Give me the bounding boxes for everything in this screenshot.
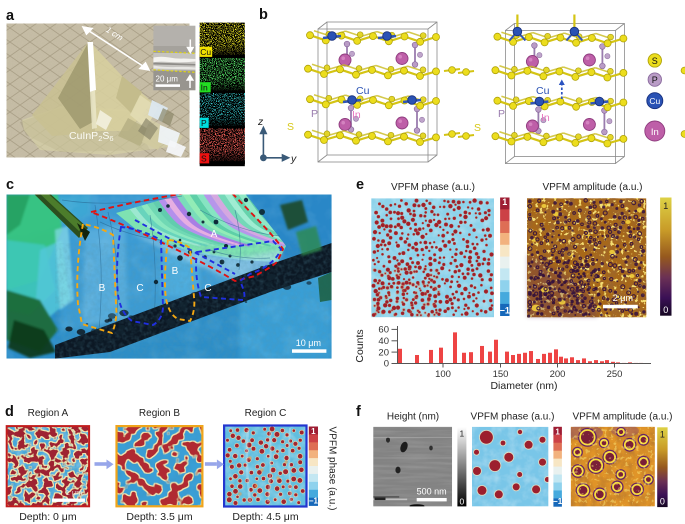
svg-text:Depth: 0 μm: Depth: 0 μm xyxy=(19,511,77,523)
svg-text:250: 250 xyxy=(607,369,623,380)
svg-text:1: 1 xyxy=(311,427,316,436)
svg-text:P: P xyxy=(498,108,505,120)
svg-text:VPFM amplitude (a.u.): VPFM amplitude (a.u.) xyxy=(572,412,672,423)
svg-text:Region A: Region A xyxy=(28,408,69,419)
svg-text:VPFM phase (a.u.): VPFM phase (a.u.) xyxy=(471,412,555,423)
svg-text:CuInP2S6: CuInP2S6 xyxy=(69,130,114,143)
svg-text:A: A xyxy=(211,229,218,240)
svg-text:S: S xyxy=(474,122,481,134)
svg-text:500 nm: 500 nm xyxy=(417,486,447,496)
svg-text:VPFM phase (a.u.): VPFM phase (a.u.) xyxy=(391,182,475,193)
svg-text:20 μm: 20 μm xyxy=(156,75,179,84)
svg-text:In: In xyxy=(541,112,550,124)
svg-text:60: 60 xyxy=(378,325,389,336)
svg-text:1: 1 xyxy=(663,201,668,211)
svg-text:Depth: 3.5 μm: Depth: 3.5 μm xyxy=(126,511,192,523)
svg-text:1 μm: 1 μm xyxy=(66,488,83,497)
svg-text:In: In xyxy=(352,109,361,121)
svg-text:Cu: Cu xyxy=(536,85,550,97)
svg-text:100: 100 xyxy=(435,369,451,380)
svg-text:VPFM amplitude (a.u.): VPFM amplitude (a.u.) xyxy=(542,182,642,193)
svg-text:1: 1 xyxy=(460,429,465,439)
svg-text:Cu: Cu xyxy=(649,96,660,106)
svg-text:e: e xyxy=(356,177,364,193)
svg-text:0: 0 xyxy=(660,497,665,507)
svg-text:f: f xyxy=(356,404,361,420)
svg-text:z: z xyxy=(257,116,264,128)
svg-text:200: 200 xyxy=(550,369,566,380)
svg-text:Diameter (nm): Diameter (nm) xyxy=(490,380,557,392)
svg-text:−1: −1 xyxy=(309,496,319,505)
svg-text:−1: −1 xyxy=(500,306,510,316)
svg-text:−1: −1 xyxy=(553,497,563,506)
svg-text:2 μm: 2 μm xyxy=(613,293,633,303)
svg-text:C: C xyxy=(136,283,143,294)
svg-text:20: 20 xyxy=(378,347,389,358)
svg-text:d: d xyxy=(5,404,14,420)
svg-text:VPFM phase (a.u.): VPFM phase (a.u.) xyxy=(327,427,338,511)
svg-text:In: In xyxy=(201,83,208,93)
svg-text:Height (nm): Height (nm) xyxy=(387,412,439,423)
svg-text:y: y xyxy=(290,153,297,165)
svg-text:P: P xyxy=(652,75,658,85)
svg-text:c: c xyxy=(6,177,14,193)
svg-text:150: 150 xyxy=(493,369,509,380)
svg-text:Region C: Region C xyxy=(245,408,287,419)
svg-text:S: S xyxy=(201,154,207,164)
svg-text:Counts: Counts xyxy=(354,329,366,362)
svg-text:Cu: Cu xyxy=(356,85,370,97)
svg-text:P: P xyxy=(201,118,207,128)
svg-text:10 μm: 10 μm xyxy=(296,338,321,348)
svg-text:Region B: Region B xyxy=(139,408,180,419)
svg-text:0: 0 xyxy=(663,305,668,315)
svg-text:Depth: 4.5 μm: Depth: 4.5 μm xyxy=(232,511,298,523)
svg-text:P: P xyxy=(311,108,318,120)
svg-text:0: 0 xyxy=(460,497,465,507)
svg-text:Cu: Cu xyxy=(200,47,211,57)
svg-text:1: 1 xyxy=(660,430,665,440)
svg-text:C: C xyxy=(204,283,211,294)
svg-text:b: b xyxy=(259,7,268,23)
svg-text:B: B xyxy=(99,283,106,294)
svg-text:In: In xyxy=(651,127,659,138)
svg-text:1: 1 xyxy=(555,427,560,436)
svg-text:S: S xyxy=(287,121,294,133)
svg-text:a: a xyxy=(6,8,15,24)
svg-text:40: 40 xyxy=(378,336,389,347)
svg-text:1: 1 xyxy=(502,197,507,207)
svg-text:S: S xyxy=(652,56,658,66)
svg-text:0: 0 xyxy=(384,359,389,370)
svg-text:B: B xyxy=(172,266,179,277)
